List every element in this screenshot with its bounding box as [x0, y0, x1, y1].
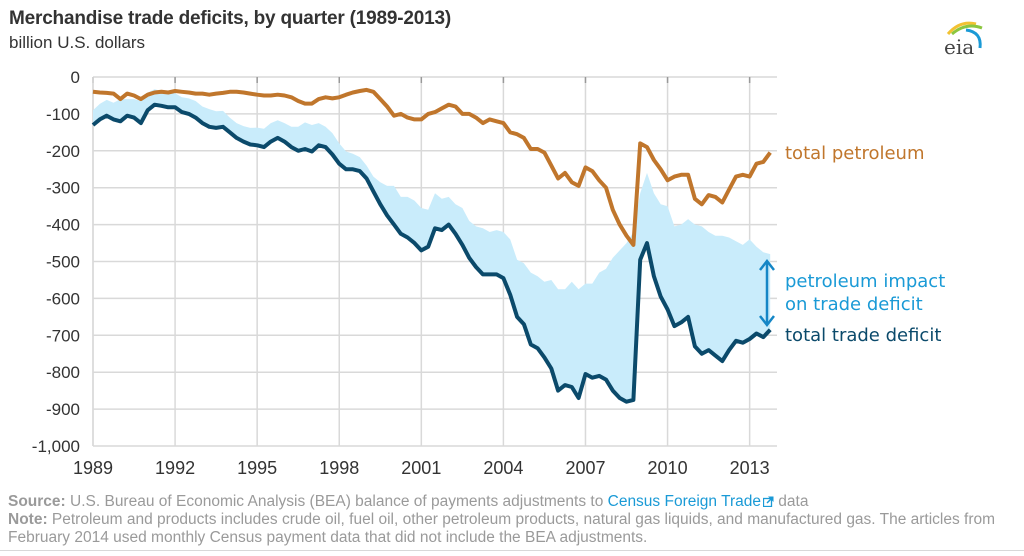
- eia-logo-text: eia: [944, 35, 974, 59]
- footer-divider: [0, 550, 1024, 551]
- y-tick-label: 0: [71, 68, 80, 87]
- x-tick-label: 1992: [155, 458, 195, 478]
- y-tick-label: -900: [46, 400, 80, 419]
- y-tick-label: -200: [46, 142, 80, 161]
- x-tick-label: 2004: [483, 458, 523, 478]
- eia-logo-icon[interactable]: eia: [940, 14, 990, 60]
- y-tick-label: -800: [46, 363, 80, 382]
- impact-area: [93, 89, 771, 402]
- chart-subtitle: billion U.S. dollars: [9, 33, 146, 52]
- series-lines: [91, 87, 772, 404]
- footer: Source: U.S. Bureau of Economic Analysis…: [8, 493, 1018, 547]
- source-text: U.S. Bureau of Economic Analysis (BEA) b…: [65, 493, 608, 510]
- x-tick-label: 2001: [401, 458, 441, 478]
- source-tail: data: [773, 493, 809, 510]
- y-tick-label: -600: [46, 289, 80, 308]
- y-axis: 0 -100 -200 -300 -400 -500 -600 -700 -800 -900 -1,…: [32, 68, 80, 456]
- source-line: Source: U.S. Bureau of Economic Analysis…: [8, 493, 1018, 511]
- note-text: Petroleum and products includes crude oi…: [8, 511, 996, 546]
- total-trade-deficit-line: [91, 102, 772, 404]
- y-tick-label: -400: [46, 216, 80, 235]
- y-tick-label: -1,000: [32, 437, 80, 456]
- chart: 0 -100 -200 -300 -400 -500 -600 -700 -800 -900 -1,…: [32, 68, 945, 478]
- total-petroleum-line: [92, 87, 772, 247]
- y-tick-label: -300: [46, 179, 80, 198]
- x-tick-label: 2013: [730, 458, 770, 478]
- external-link-icon[interactable]: [762, 496, 774, 507]
- x-tick-label: 2007: [565, 458, 605, 478]
- label-total-trade-deficit: total trade deficit: [785, 325, 941, 346]
- y-tick-label: -100: [46, 105, 80, 124]
- y-tick-label: -700: [46, 326, 80, 345]
- census-foreign-trade-link[interactable]: Census Foreign Trade: [607, 493, 761, 510]
- label-on-trade-deficit: on trade deficit: [785, 294, 923, 315]
- annotations: total petroleum petroleum impact on trad…: [759, 143, 945, 346]
- x-axis: 1989 1992 1995 1998 2001 2004 2007 2010 2013: [73, 458, 770, 478]
- label-petroleum-impact: petroleum impact: [785, 271, 945, 292]
- note-line: Note: Petroleum and products includes cr…: [8, 511, 1018, 547]
- x-tick-label: 1998: [319, 458, 359, 478]
- source-label: Source:: [8, 493, 66, 510]
- x-tick-label: 1989: [73, 458, 113, 478]
- y-tick-label: -500: [46, 253, 80, 272]
- x-tick-label: 2010: [648, 458, 688, 478]
- petroleum-impact-area: [93, 89, 771, 402]
- chart-title: Merchandise trade deficits, by quarter (…: [9, 8, 451, 29]
- note-label: Note:: [8, 511, 48, 528]
- label-total-petroleum: total petroleum: [785, 143, 924, 164]
- x-tick-label: 1995: [237, 458, 277, 478]
- impact-double-arrow-icon: [759, 258, 775, 328]
